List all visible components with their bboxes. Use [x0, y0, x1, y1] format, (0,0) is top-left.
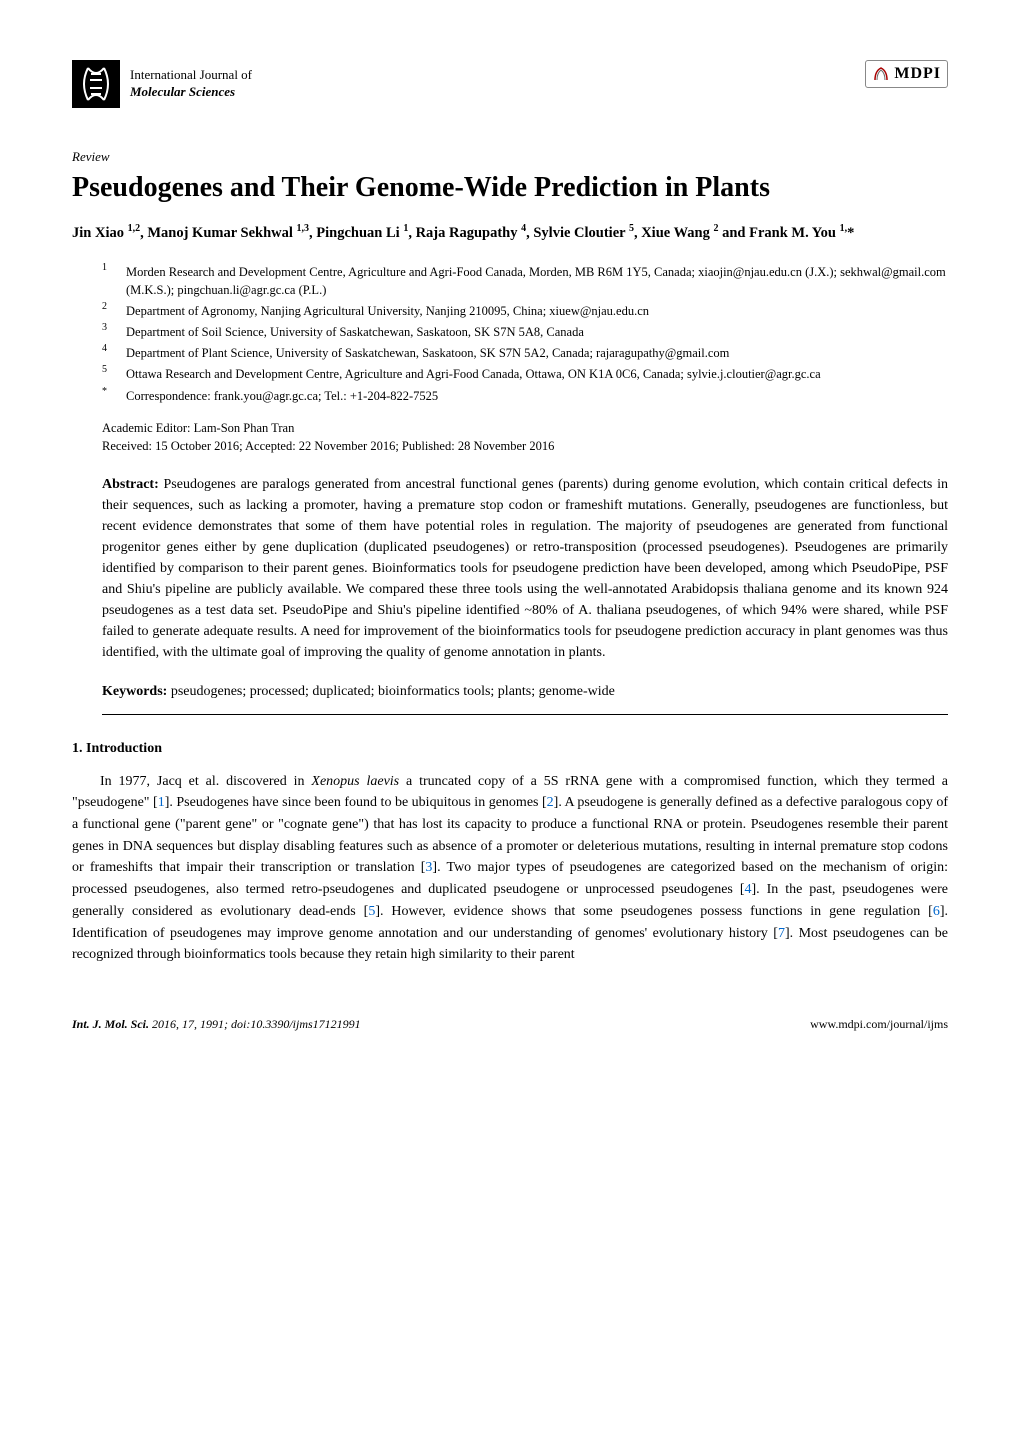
journal-name: International Journal of Molecular Scien…	[130, 67, 252, 101]
keywords: Keywords: pseudogenes; processed; duplic…	[102, 681, 948, 702]
affiliations-block: 1Morden Research and Development Centre,…	[102, 263, 948, 405]
authors: Jin Xiao 1,2, Manoj Kumar Sekhwal 1,3, P…	[72, 221, 948, 245]
header-row: International Journal of Molecular Scien…	[72, 60, 948, 108]
mdpi-icon	[872, 65, 890, 83]
journal-logo: International Journal of Molecular Scien…	[72, 60, 252, 108]
mdpi-logo: MDPI	[865, 60, 948, 88]
affil-text: Correspondence: frank.you@agr.gc.ca; Tel…	[126, 387, 948, 405]
journal-name-line2: Molecular Sciences	[130, 84, 252, 101]
footer-left-rest: 2016, 17, 1991; doi:10.3390/ijms17121991	[149, 1017, 361, 1031]
keywords-text: pseudogenes; processed; duplicated; bioi…	[171, 684, 615, 699]
affiliation-row: 2Department of Agronomy, Nanjing Agricul…	[102, 302, 948, 320]
affil-text: Ottawa Research and Development Centre, …	[126, 365, 948, 383]
abstract-label: Abstract:	[102, 477, 159, 492]
journal-name-line1: International Journal of	[130, 67, 252, 84]
keywords-label: Keywords:	[102, 684, 167, 699]
affil-num: 2	[102, 300, 126, 318]
affil-num: 3	[102, 321, 126, 339]
affil-num: 5	[102, 363, 126, 381]
affiliation-row: 4Department of Plant Science, University…	[102, 344, 948, 362]
divider	[102, 714, 948, 715]
affiliation-row: 1Morden Research and Development Centre,…	[102, 263, 948, 299]
footer-left: Int. J. Mol. Sci. 2016, 17, 1991; doi:10…	[72, 1016, 361, 1033]
affil-num: 4	[102, 342, 126, 360]
footer: Int. J. Mol. Sci. 2016, 17, 1991; doi:10…	[72, 1016, 948, 1033]
affil-num: *	[102, 385, 126, 403]
academic-editor: Academic Editor: Lam-Son Phan Tran	[102, 419, 948, 438]
journal-icon	[72, 60, 120, 108]
section-heading: 1. Introduction	[72, 739, 948, 759]
affil-text: Department of Soil Science, University o…	[126, 323, 948, 341]
affiliation-row: 5Ottawa Research and Development Centre,…	[102, 365, 948, 383]
affil-text: Morden Research and Development Centre, …	[126, 263, 948, 299]
affil-text: Department of Agronomy, Nanjing Agricult…	[126, 302, 948, 320]
editor-dates: Academic Editor: Lam-Son Phan Tran Recei…	[102, 419, 948, 457]
abstract-text: Pseudogenes are paralogs generated from …	[102, 477, 948, 660]
article-title: Pseudogenes and Their Genome-Wide Predic…	[72, 170, 948, 205]
mdpi-text: MDPI	[894, 63, 941, 85]
dates-line: Received: 15 October 2016; Accepted: 22 …	[102, 437, 948, 456]
article-type: Review	[72, 148, 948, 166]
affiliation-row: 3Department of Soil Science, University …	[102, 323, 948, 341]
footer-right: www.mdpi.com/journal/ijms	[810, 1016, 948, 1033]
affiliation-row: *Correspondence: frank.you@agr.gc.ca; Te…	[102, 387, 948, 405]
footer-journal: Int. J. Mol. Sci.	[72, 1017, 149, 1031]
intro-paragraph: In 1977, Jacq et al. discovered in Xenop…	[72, 771, 948, 966]
affil-text: Department of Plant Science, University …	[126, 344, 948, 362]
abstract: Abstract: Pseudogenes are paralogs gener…	[102, 474, 948, 663]
affil-num: 1	[102, 261, 126, 297]
dna-icon	[76, 64, 116, 104]
